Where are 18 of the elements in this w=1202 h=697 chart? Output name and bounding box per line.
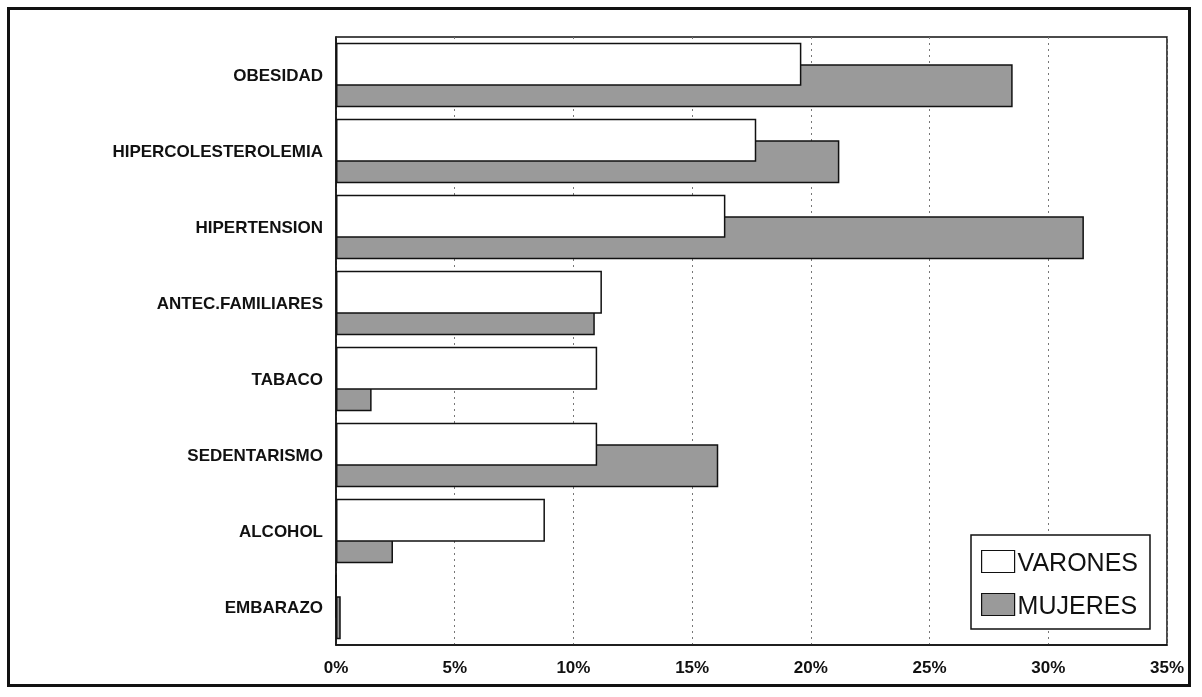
x-tick-label: 25% — [912, 658, 947, 677]
x-tick-label: 10% — [556, 658, 591, 677]
x-tick-label: 35% — [1149, 658, 1185, 677]
x-tick-label: 20% — [793, 658, 828, 677]
legend-label: MUJERES — [1017, 590, 1138, 619]
y-tick-label: TABACO — [251, 369, 323, 389]
x-tick-label: 0% — [323, 658, 349, 677]
y-tick-label: ALCOHOL — [238, 521, 323, 541]
y-tick-label: SEDENTARISMO — [187, 445, 323, 465]
x-tick-label: 15% — [675, 658, 710, 677]
y-tick-label: OBESIDAD — [233, 65, 323, 85]
y-tick-label: EMBARAZO — [224, 597, 323, 617]
x-tick-label: 5% — [442, 658, 467, 677]
y-tick-label: ANTEC.FAMILIARES — [156, 293, 323, 313]
y-tick-label: HIPERCOLESTEROLEMIA — [112, 141, 323, 161]
legend-label: VARONES — [1017, 547, 1139, 576]
x-tick-label: 30% — [1031, 658, 1066, 677]
y-tick-label: HIPERTENSION — [195, 217, 323, 237]
